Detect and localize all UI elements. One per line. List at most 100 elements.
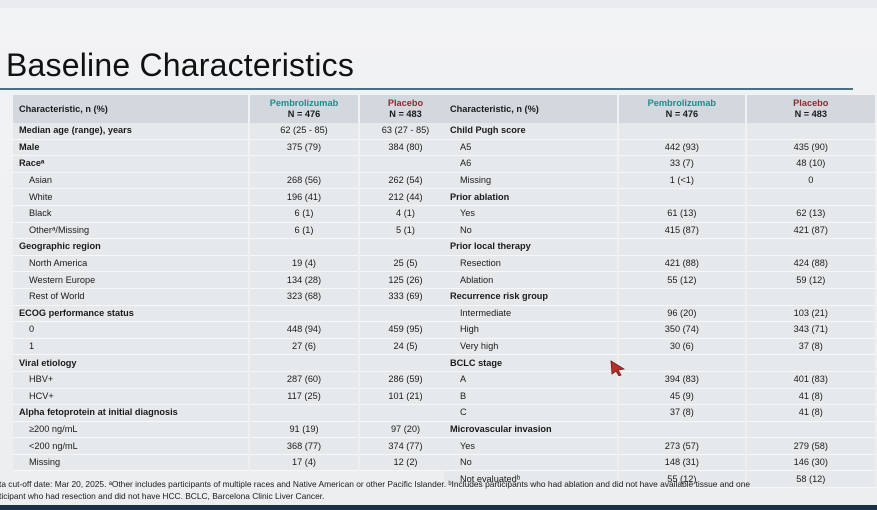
placebo-value: 333 (69) (360, 288, 451, 306)
pembrolizumab-value: 368 (77) (250, 438, 358, 455)
pembrolizumab-value: 6 (1) (250, 222, 358, 240)
arm-name: Placebo (793, 98, 829, 108)
table-row: HBV+ 287 (60) 286 (59) (13, 371, 451, 389)
table-row: Geographic region (13, 239, 451, 256)
arm-n: N = 483 (794, 109, 828, 119)
row-label: Raceᵃ (13, 156, 248, 173)
row-label: Missing (13, 454, 248, 472)
pembrolizumab-value: 1 (<1) (619, 172, 745, 190)
row-label: Recurrence risk group (444, 288, 618, 306)
placebo-value (360, 355, 451, 372)
row-label: Very high (444, 338, 618, 356)
pembrolizumab-value: 91 (19) (250, 421, 358, 439)
pembrolizumab-value: 375 (79) (250, 139, 358, 157)
placebo-value: 343 (71) (746, 322, 875, 339)
placebo-value: 435 (90) (746, 139, 875, 157)
placebo-value (360, 239, 451, 256)
table-row: Raceᵃ (13, 156, 451, 173)
placebo-value: 424 (88) (746, 255, 875, 273)
pembrolizumab-value (250, 355, 358, 372)
row-label: Ablation (444, 272, 618, 289)
row-label: Alpha fetoprotein at initial diagnosis (13, 405, 248, 422)
row-label: Black (13, 205, 248, 223)
pembrolizumab-value (250, 239, 358, 256)
table-body: Median age (range), years 62 (25 - 85) 63 … (13, 123, 451, 472)
table-row: Alpha fetoprotein at initial diagnosis (13, 405, 451, 422)
row-label: HCV+ (13, 388, 248, 406)
row-label: Child Pugh score (444, 123, 618, 140)
placebo-value: 5 (1) (360, 222, 451, 240)
footnote-line: ticipant who had resection and did not h… (0, 491, 325, 501)
row-label: Otherᵃ/Missing (13, 222, 248, 240)
table-row: ≥200 ng/mL 91 (19) 97 (20) (13, 421, 451, 439)
placebo-value: 421 (87) (746, 222, 875, 240)
placebo-value: 101 (21) (360, 388, 451, 406)
table-row: Prior ablation (444, 189, 875, 206)
row-label: High (444, 322, 618, 339)
arm-n: N = 483 (389, 109, 422, 119)
row-label: Viral etiology (13, 355, 248, 372)
table-row: Male 375 (79) 384 (80) (13, 139, 451, 157)
table-row: BCLC stage (444, 355, 875, 372)
row-label: White (13, 189, 248, 206)
row-label: Prior ablation (444, 189, 618, 206)
placebo-value (746, 288, 875, 306)
row-label: Microvascular invasion (444, 421, 618, 439)
table-row: <200 ng/mL 368 (77) 374 (77) (13, 438, 451, 455)
pembrolizumab-value: 6 (1) (250, 205, 358, 223)
pembrolizumab-value (619, 355, 745, 372)
table-row: Rest of World 323 (68) 333 (69) (13, 288, 451, 306)
pembrolizumab-value (619, 189, 745, 206)
pembrolizumab-value: 134 (28) (250, 272, 358, 289)
bottom-bar (0, 505, 877, 510)
pembrolizumab-value: 421 (88) (619, 255, 745, 273)
row-label: Prior local therapy (444, 239, 618, 256)
placebo-value: 41 (8) (746, 388, 875, 406)
placebo-value: 63 (27 - 85) (360, 123, 451, 140)
pembrolizumab-value: 55 (12) (619, 272, 745, 289)
row-label: 1 (13, 338, 248, 356)
column-header-placebo: Placebo N = 483 (746, 95, 875, 123)
row-label: A (444, 371, 618, 389)
table-row: Not evaluatedᵇ 55 (12) 58 (12) (444, 471, 875, 489)
row-label: No (444, 222, 618, 240)
table-row: Intermediate 96 (20) 103 (21) (444, 305, 875, 323)
pembrolizumab-value: 415 (87) (619, 222, 745, 240)
placebo-value: 24 (5) (360, 338, 451, 356)
placebo-value: 374 (77) (360, 438, 451, 455)
pembrolizumab-value (619, 239, 745, 256)
table-row: High 350 (74) 343 (71) (444, 322, 875, 339)
row-label: B (444, 388, 618, 406)
pembrolizumab-value: 196 (41) (250, 189, 358, 206)
pembrolizumab-value: 350 (74) (619, 322, 745, 339)
placebo-value: 48 (10) (746, 156, 875, 173)
table-row: HCV+ 117 (25) 101 (21) (13, 388, 451, 406)
pembrolizumab-value: 62 (25 - 85) (250, 123, 358, 140)
placebo-value: 12 (2) (360, 454, 451, 472)
pembrolizumab-value: 273 (57) (619, 438, 745, 455)
pembrolizumab-value: 442 (93) (619, 139, 745, 157)
placebo-value: 212 (44) (360, 189, 451, 206)
placebo-value: 62 (13) (746, 205, 875, 223)
table-row: Ablation 55 (12) 59 (12) (444, 272, 875, 289)
table-row: Child Pugh score (444, 123, 875, 140)
table-header: Characteristic, n (%) Pembrolizumab N = … (13, 95, 451, 123)
arm-name: Pembrolizumab (269, 98, 339, 108)
pembrolizumab-value (250, 156, 358, 173)
pembrolizumab-value (619, 421, 745, 439)
row-label: Yes (444, 205, 618, 223)
row-label: Male (13, 139, 248, 157)
table-row: White 196 (41) 212 (44) (13, 189, 451, 206)
column-header-characteristic: Characteristic, n (%) (444, 95, 618, 123)
pembrolizumab-value: 30 (6) (619, 338, 745, 356)
pembrolizumab-value: 148 (31) (619, 454, 745, 472)
baseline-table-left: Characteristic, n (%) Pembrolizumab N = … (11, 95, 453, 472)
table-row: Yes 61 (13) 62 (13) (444, 205, 875, 223)
row-label: North America (13, 255, 248, 273)
table-body: Child Pugh score A5 442 (93) 435 (90) A6 33 (… (444, 123, 875, 489)
row-label: HBV+ (13, 371, 248, 389)
table-row: Very high 30 (6) 37 (8) (444, 338, 875, 356)
mouse-pointer-icon (610, 360, 626, 376)
placebo-value: 401 (83) (746, 371, 875, 389)
placebo-value (360, 405, 451, 422)
